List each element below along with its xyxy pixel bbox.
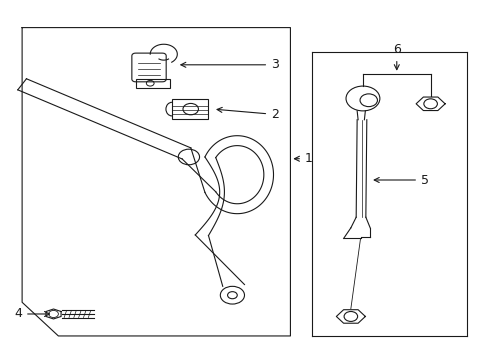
- Text: 6: 6: [392, 43, 400, 69]
- Text: 4: 4: [14, 307, 49, 320]
- Text: 5: 5: [373, 174, 428, 186]
- Bar: [172, 99, 208, 119]
- Text: 2: 2: [217, 107, 278, 121]
- Text: 3: 3: [181, 58, 278, 71]
- Text: 1: 1: [294, 152, 312, 165]
- Bar: [136, 79, 169, 88]
